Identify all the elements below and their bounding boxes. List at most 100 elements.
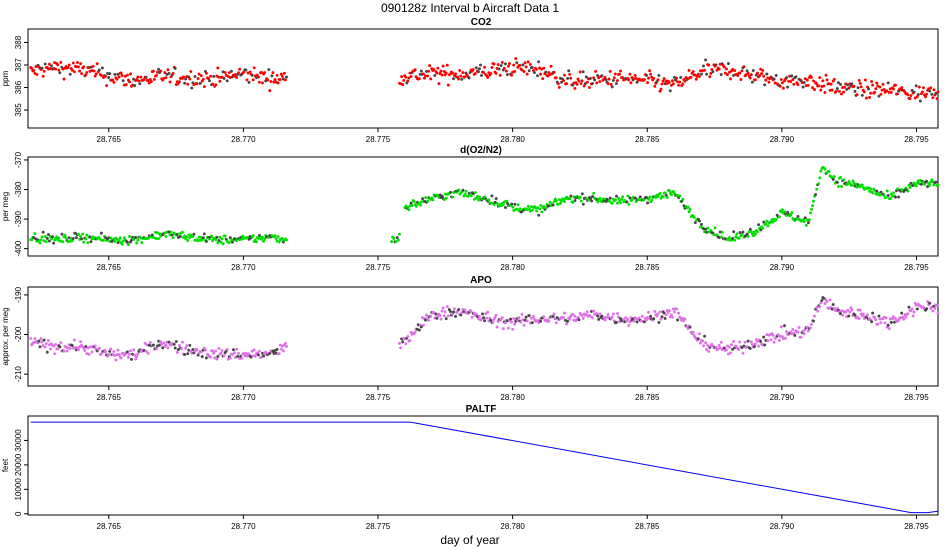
data-point (780, 208, 784, 212)
data-point (421, 323, 425, 327)
panel-frame (27, 28, 939, 129)
data-point (183, 353, 187, 357)
data-point (670, 79, 674, 83)
data-point (750, 342, 754, 346)
x-tick-label: 28.790 (770, 263, 795, 272)
data-point (269, 79, 273, 83)
data-point (581, 70, 585, 74)
data-point (85, 70, 89, 74)
data-point (149, 80, 153, 84)
data-point (573, 314, 577, 318)
data-point (177, 343, 181, 347)
data-point (607, 77, 611, 81)
data-point (703, 334, 707, 338)
data-point (503, 62, 507, 66)
data-point (661, 79, 665, 83)
data-point (873, 315, 877, 319)
data-point (442, 69, 446, 73)
data-point (511, 327, 515, 331)
data-point (839, 175, 843, 179)
y-axis-label: per meg (1, 192, 10, 221)
data-point (151, 343, 155, 347)
data-point (678, 194, 682, 198)
data-point (228, 356, 232, 360)
data-point (473, 71, 477, 75)
data-point (461, 188, 465, 192)
data-point (922, 86, 926, 90)
data-point (766, 339, 770, 343)
data-point (129, 357, 133, 361)
data-point (166, 68, 170, 72)
data-point (222, 76, 226, 80)
data-point (588, 314, 592, 318)
data-point (68, 72, 72, 76)
data-point (864, 96, 868, 100)
data-point (719, 72, 723, 76)
data-point (911, 314, 915, 318)
data-point (127, 234, 131, 238)
data-point (610, 201, 614, 205)
data-point (421, 197, 425, 201)
data-point (806, 221, 810, 225)
data-point (611, 78, 615, 82)
data-point (688, 207, 692, 211)
data-point (227, 71, 231, 75)
data-point (419, 69, 423, 73)
data-point (746, 339, 750, 343)
data-point (211, 239, 215, 243)
data-point (907, 305, 911, 309)
figure-title: 090128z Interval b Aircraft Data 1 (381, 1, 559, 15)
data-point (845, 87, 849, 91)
data-point (754, 232, 758, 236)
data-point (267, 67, 271, 71)
data-point (185, 235, 189, 239)
data-point (693, 73, 697, 77)
data-point (729, 351, 733, 355)
data-point (819, 88, 823, 92)
data-point (201, 77, 205, 81)
data-point (128, 349, 132, 353)
data-point (728, 236, 732, 240)
data-point (231, 348, 235, 352)
data-point (404, 75, 408, 79)
data-point (763, 83, 767, 87)
data-point (448, 310, 452, 314)
data-point (573, 86, 577, 90)
data-point (718, 346, 722, 350)
data-point (569, 194, 573, 198)
data-point (805, 78, 809, 82)
y-tick-label: 385 (14, 103, 23, 117)
data-point (43, 234, 47, 238)
data-point (271, 71, 275, 75)
data-point (419, 325, 423, 329)
data-point (708, 75, 712, 79)
data-point (101, 238, 105, 242)
data-point (870, 79, 874, 83)
data-point (678, 80, 682, 84)
data-point (441, 306, 445, 310)
data-point (189, 69, 193, 73)
data-point (626, 317, 630, 321)
data-point (633, 196, 637, 200)
data-point (808, 211, 812, 215)
data-point (881, 82, 885, 86)
data-point (653, 310, 657, 314)
data-point (818, 305, 822, 309)
data-point (125, 73, 129, 77)
data-point (489, 71, 493, 75)
data-point (848, 310, 852, 314)
data-point (100, 66, 104, 70)
data-point (157, 67, 161, 71)
data-point (689, 75, 693, 79)
data-point (592, 309, 596, 313)
data-point (406, 79, 410, 83)
data-point (124, 83, 128, 87)
data-point (554, 321, 558, 325)
data-point (619, 69, 623, 73)
data-point (191, 348, 195, 352)
data-point (591, 316, 595, 320)
data-point (436, 66, 440, 70)
y-tick-label: -190 (14, 286, 23, 303)
data-point (891, 315, 895, 319)
data-point (167, 71, 171, 75)
